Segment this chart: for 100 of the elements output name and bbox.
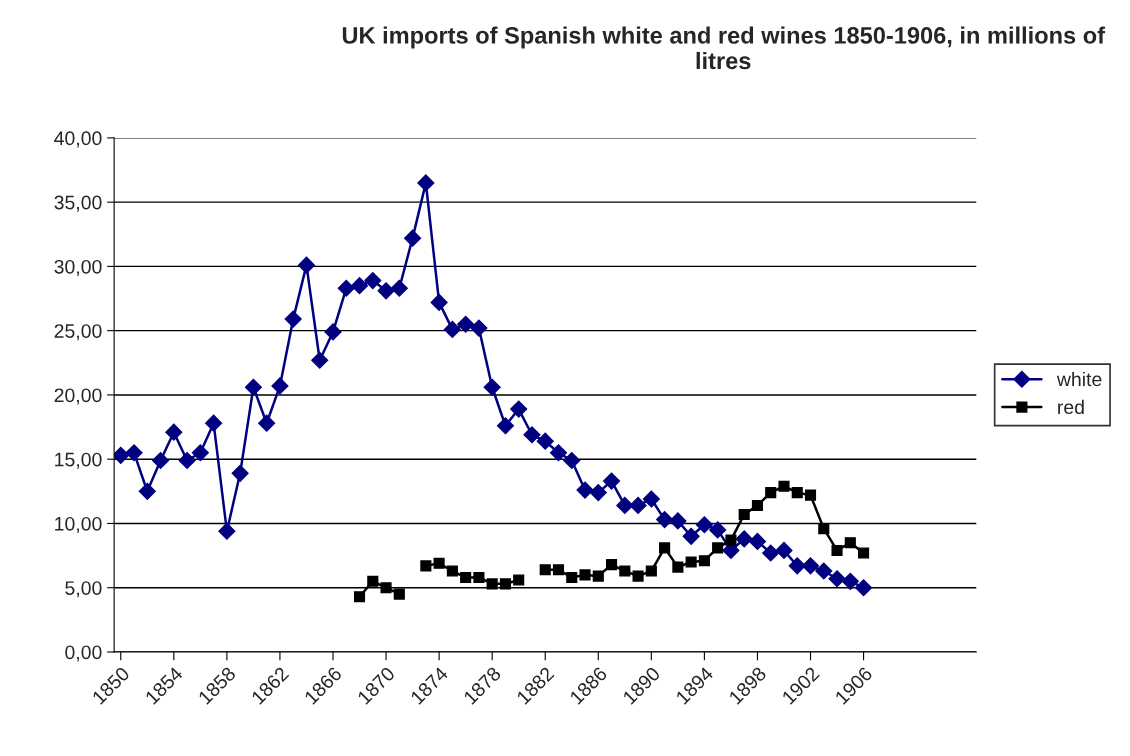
point <box>377 282 395 300</box>
point <box>788 557 806 575</box>
point <box>390 279 408 297</box>
point <box>669 512 687 530</box>
point <box>605 559 618 571</box>
point <box>513 574 525 586</box>
point <box>632 570 644 582</box>
point <box>841 572 859 590</box>
point <box>125 444 143 462</box>
point <box>552 564 565 576</box>
point <box>818 523 830 535</box>
point <box>420 560 432 572</box>
point <box>725 534 737 546</box>
point <box>430 293 448 311</box>
point <box>656 511 674 529</box>
point <box>616 496 634 515</box>
point <box>738 508 750 521</box>
point <box>566 571 578 583</box>
point <box>659 542 671 554</box>
point <box>762 544 780 562</box>
point <box>685 556 697 568</box>
legend-label: red <box>1058 399 1084 415</box>
point <box>828 570 846 588</box>
point <box>473 571 485 583</box>
point <box>499 578 511 590</box>
point <box>510 400 528 418</box>
y-tick-label: 15,00 <box>55 452 102 469</box>
point <box>404 229 422 247</box>
point <box>364 271 382 290</box>
y-tick-label: 20,00 <box>54 388 102 405</box>
point <box>815 562 833 580</box>
point <box>165 423 183 441</box>
point <box>367 575 379 587</box>
point <box>645 565 657 577</box>
point <box>178 451 196 470</box>
point <box>698 555 710 567</box>
point <box>775 541 793 559</box>
point <box>218 522 236 540</box>
point <box>393 588 405 600</box>
point <box>457 315 475 333</box>
point <box>791 487 803 499</box>
point <box>602 472 621 490</box>
point <box>380 582 392 594</box>
point <box>589 484 607 502</box>
legend-label: white <box>1056 371 1102 387</box>
point <box>297 256 316 274</box>
point <box>748 532 767 550</box>
y-tick-label: 30,00 <box>54 259 102 276</box>
point <box>858 547 870 559</box>
point <box>205 414 223 432</box>
point <box>114 446 130 464</box>
point <box>549 444 568 462</box>
point <box>152 451 170 470</box>
point <box>311 351 329 369</box>
point <box>712 542 724 554</box>
point <box>709 521 727 539</box>
point <box>804 489 817 501</box>
point <box>483 378 501 396</box>
point <box>353 591 366 603</box>
point <box>417 174 435 192</box>
y-tick-label: 10,00 <box>55 516 102 533</box>
point <box>579 569 591 581</box>
point <box>672 561 684 573</box>
point <box>539 564 551 576</box>
point <box>592 570 604 582</box>
y-tick-label: 35,00 <box>54 195 102 212</box>
point <box>231 464 249 482</box>
point <box>496 417 514 435</box>
point <box>735 530 753 548</box>
point <box>324 323 342 341</box>
point <box>460 571 472 583</box>
point <box>138 482 156 500</box>
point <box>765 487 777 499</box>
y-tick-label: 25,00 <box>54 324 102 341</box>
point <box>284 310 302 328</box>
point <box>350 277 369 295</box>
point <box>563 451 581 470</box>
point <box>576 481 594 499</box>
point <box>682 527 700 545</box>
point <box>470 319 488 337</box>
point <box>271 377 289 395</box>
point <box>778 480 790 492</box>
point <box>258 414 276 432</box>
point <box>443 320 461 338</box>
y-tick-label: 40,00 <box>54 131 102 148</box>
point <box>844 537 856 549</box>
point <box>831 544 843 556</box>
point <box>801 557 820 575</box>
point <box>855 579 873 597</box>
point <box>433 557 445 569</box>
point <box>486 578 498 590</box>
point <box>751 499 764 512</box>
y-tick-label: 5,00 <box>65 581 102 598</box>
point <box>536 432 554 450</box>
chart-title: UK imports of Spanish white and red wines 1850-1906, in millions of litres <box>342 26 1106 70</box>
point <box>695 516 713 534</box>
point <box>642 490 660 508</box>
point <box>244 378 262 396</box>
point <box>446 565 458 577</box>
point <box>629 496 647 515</box>
